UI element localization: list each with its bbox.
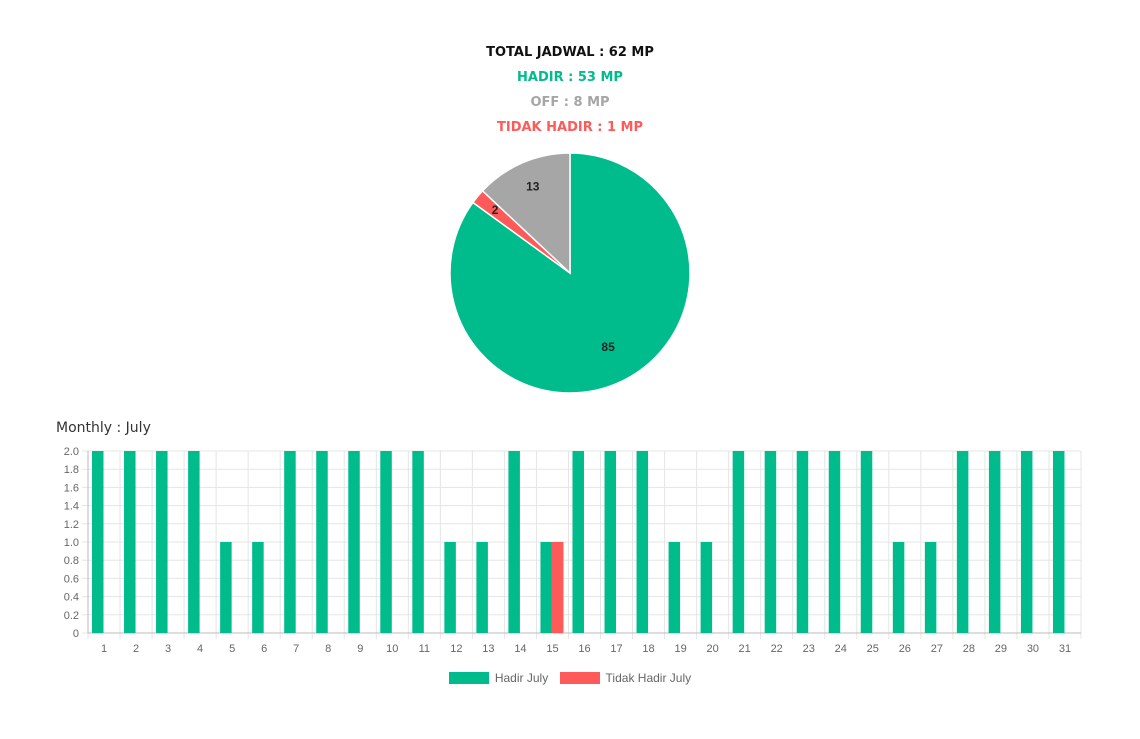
pie-label-hadir: 85: [601, 340, 615, 354]
x-tick-label: 5: [229, 643, 235, 655]
bar-hadir[interactable]: [1020, 451, 1033, 633]
y-tick-label: 0.2: [64, 610, 79, 622]
bar-hadir[interactable]: [668, 542, 681, 633]
x-tick-label: 16: [578, 643, 590, 655]
x-tick-label: 20: [707, 643, 719, 655]
x-tick-label: 6: [261, 643, 267, 655]
x-tick-label: 1: [101, 643, 107, 655]
bar-hadir[interactable]: [444, 542, 456, 633]
x-tick-label: 23: [803, 643, 815, 655]
off-summary-label: OFF : 8 MP: [530, 95, 610, 110]
bar-hadir[interactable]: [892, 542, 905, 633]
hadir-summary-label: HADIR : 53 MP: [517, 70, 623, 85]
bar-hadir[interactable]: [764, 451, 777, 633]
bar-hadir[interactable]: [604, 451, 617, 633]
x-tick-label: 25: [867, 643, 879, 655]
pie-label-off: 13: [526, 179, 540, 193]
y-tick-label: 0.4: [64, 592, 79, 604]
x-tick-label: 12: [450, 643, 462, 655]
x-tick-label: 26: [899, 643, 911, 655]
legend-swatch-hadir: [448, 672, 489, 684]
bar-chart-legend: Hadir July Tidak Hadir July: [0, 671, 1140, 687]
x-tick-label: 14: [514, 643, 526, 655]
bar-hadir[interactable]: [540, 542, 552, 633]
bar-hadir[interactable]: [316, 451, 328, 633]
bar-hadir[interactable]: [732, 451, 745, 633]
bar-hadir[interactable]: [188, 451, 200, 633]
x-tick-label: 17: [610, 643, 622, 655]
legend-label-tidak-hadir: Tidak Hadir July: [605, 671, 692, 685]
legend-label-hadir: Hadir July: [494, 671, 549, 685]
bar-hadir[interactable]: [860, 451, 873, 633]
legend-item-hadir[interactable]: Hadir July: [448, 671, 549, 685]
bar-hadir[interactable]: [956, 451, 969, 633]
bar-hadir[interactable]: [92, 451, 104, 633]
y-tick-label: 1.6: [64, 482, 79, 494]
x-tick-label: 18: [642, 643, 654, 655]
monthly-chart-title: Monthly : July: [56, 420, 151, 436]
total-jadwal-label: TOTAL JADWAL : 62 MP: [486, 45, 654, 60]
x-tick-label: 19: [674, 643, 686, 655]
y-tick-label: 1.4: [64, 501, 79, 513]
x-tick-label: 15: [546, 643, 558, 655]
x-tick-label: 2: [133, 643, 139, 655]
x-tick-label: 9: [357, 643, 363, 655]
bar-hadir[interactable]: [572, 451, 584, 633]
x-tick-label: 28: [963, 643, 975, 655]
y-tick-label: 1.2: [64, 519, 79, 531]
bar-tidak-hadir[interactable]: [551, 542, 564, 633]
x-tick-label: 3: [165, 643, 171, 655]
x-tick-label: 29: [995, 643, 1007, 655]
x-tick-label: 27: [931, 643, 943, 655]
bar-hadir[interactable]: [284, 451, 296, 633]
y-tick-label: 2.0: [64, 446, 79, 458]
bar-hadir[interactable]: [796, 451, 809, 633]
x-tick-label: 4: [197, 643, 203, 655]
bar-hadir[interactable]: [988, 451, 1001, 633]
y-tick-label: 1.0: [64, 537, 79, 549]
bar-hadir[interactable]: [636, 451, 649, 633]
x-tick-label: 8: [325, 643, 331, 655]
y-tick-label: 0: [73, 628, 79, 640]
bar-hadir[interactable]: [700, 542, 713, 633]
legend-item-tidak-hadir[interactable]: Tidak Hadir July: [559, 671, 692, 685]
bar-hadir[interactable]: [924, 542, 937, 633]
x-tick-label: 31: [1059, 643, 1071, 655]
x-tick-label: 13: [482, 643, 494, 655]
y-tick-label: 0.6: [64, 573, 79, 585]
bar-hadir[interactable]: [380, 451, 392, 633]
bar-hadir[interactable]: [1052, 451, 1065, 633]
pie-slice-off[interactable]: [481, 152, 571, 275]
tidak-hadir-summary-label: TIDAK HADIR : 1 MP: [496, 120, 644, 135]
legend-swatch-tidak-hadir: [559, 672, 600, 684]
bar-hadir[interactable]: [476, 542, 488, 633]
bar-hadir[interactable]: [124, 451, 136, 633]
bar-hadir[interactable]: [252, 542, 264, 633]
monthly-bar-chart: 00.20.40.60.81.01.21.41.61.82.01 2 3 4 5 6 7 8 9…: [64, 446, 1082, 655]
x-tick-label: 30: [1027, 643, 1039, 655]
attendance-pie-chart: 85 2 13: [449, 152, 691, 394]
x-tick-label: 24: [835, 643, 847, 655]
bar-hadir[interactable]: [828, 451, 841, 633]
x-tick-label: 22: [771, 643, 783, 655]
bar-hadir[interactable]: [348, 451, 360, 633]
x-tick-label: 21: [739, 643, 751, 655]
x-tick-label: 10: [386, 643, 398, 655]
x-tick-label: 7: [293, 643, 299, 655]
pie-label-tidak-hadir: 2: [492, 203, 499, 217]
bar-hadir[interactable]: [220, 542, 232, 633]
bar-hadir[interactable]: [412, 451, 424, 633]
y-tick-label: 1.8: [64, 464, 79, 476]
bar-hadir[interactable]: [156, 451, 168, 633]
bar-hadir[interactable]: [508, 451, 520, 633]
y-tick-label: 0.8: [64, 555, 79, 567]
x-tick-label: 11: [419, 643, 430, 655]
